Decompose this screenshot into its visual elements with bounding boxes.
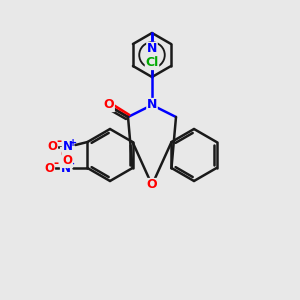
Text: O: O [104, 98, 114, 112]
Text: Cl: Cl [146, 56, 159, 70]
Text: O: O [44, 161, 55, 175]
Text: O: O [61, 148, 70, 160]
Text: N: N [147, 43, 157, 56]
Text: +: + [69, 138, 77, 148]
Text: -: - [53, 157, 58, 169]
Text: O: O [47, 140, 58, 154]
Text: N: N [62, 140, 73, 154]
Text: O: O [147, 178, 157, 191]
Text: N: N [61, 161, 70, 175]
Text: -: - [56, 136, 61, 148]
Text: N: N [147, 98, 157, 112]
Text: O: O [62, 154, 73, 167]
Text: +: + [68, 159, 76, 169]
